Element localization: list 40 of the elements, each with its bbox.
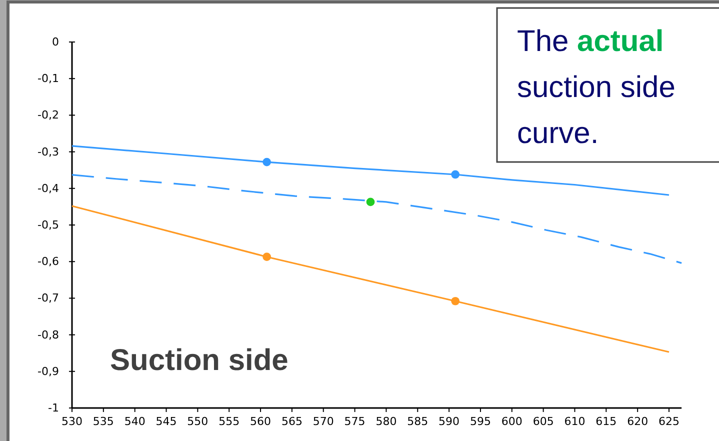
point [451,170,460,179]
x-tick-label: 565 [281,414,302,428]
y-tick-label: 0 [52,36,59,49]
point [262,158,271,166]
x-tick-label: 545 [156,414,177,428]
x-tick-label: 585 [407,414,428,428]
x-tick-label: 530 [62,414,82,428]
annotation: Suction side [110,344,288,377]
x-tick-label: 600 [501,414,522,428]
x-tick-label: 615 [596,414,617,428]
y-tick-label: -0,6 [38,255,59,268]
y-tick-label: -0,1 [38,72,59,86]
x-tick-label: 560 [250,414,272,428]
x-tick-label: 610 [564,414,586,428]
y-tick-label: -0,5 [38,218,59,232]
x-tick-label: 605 [532,414,554,428]
y-tick-label: -0,4 [38,182,59,195]
x-tick-label: 575 [344,414,366,428]
y-tick-label: -0,9 [38,364,59,378]
line-series [71,145,670,196]
y-tick-label: -0,7 [38,292,59,305]
x-tick-label: 580 [376,414,397,428]
x-tick-label: 570 [312,414,334,428]
y-tick-label: -1 [48,402,59,415]
x-tick-label: 620 [627,414,648,428]
x-tick-label: 555 [218,414,240,428]
point [366,198,375,206]
y-tick-label: -0,3 [38,145,59,158]
y-tick-label: -0,2 [38,108,59,122]
point [262,252,271,262]
x-tick-label: 590 [438,414,460,428]
annotation: The actual suction side curve. [517,25,676,150]
x-tick-label: 550 [187,414,208,428]
x-tick-label: 595 [470,414,491,428]
x-tick-label: 625 [658,414,680,428]
point [451,296,460,306]
y-tick-label: -0,8 [38,328,59,342]
line-series [71,174,682,264]
x-tick-label: 540 [124,414,146,428]
x-tick-label: 535 [92,414,114,428]
